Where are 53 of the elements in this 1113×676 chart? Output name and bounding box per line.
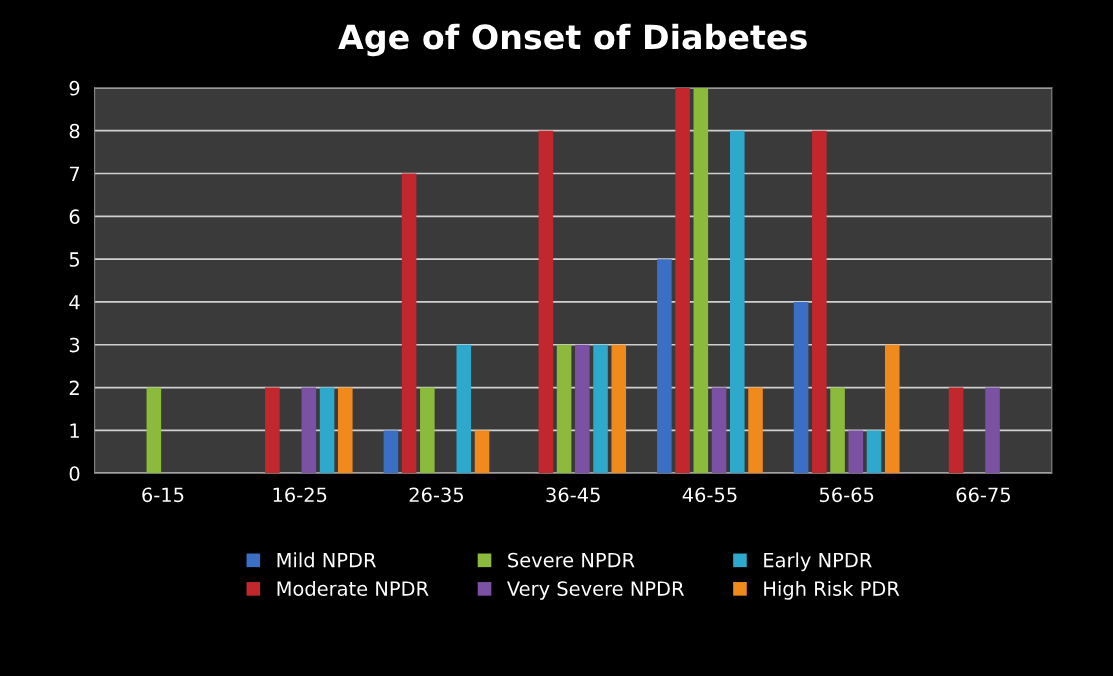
y-tick-label: 2 [69, 380, 79, 395]
bar [575, 344, 590, 474]
bar [848, 430, 864, 474]
bar [556, 344, 572, 474]
y-tick-label: 5 [69, 252, 80, 267]
bar [401, 173, 417, 474]
bar [538, 130, 554, 474]
x-tick-label: 36-45 [546, 487, 600, 503]
bar [729, 130, 745, 474]
bar [830, 387, 845, 474]
bar [474, 430, 490, 474]
legend-label: High Risk PDR [764, 580, 900, 600]
bar [383, 430, 399, 474]
bar [812, 130, 827, 474]
legend-label: Mild NPDR [277, 552, 376, 568]
bar [301, 387, 317, 474]
bar [593, 344, 608, 474]
bar [884, 344, 900, 474]
bar [675, 87, 690, 474]
x-tick-label: 6-15 [142, 487, 184, 503]
bar [611, 344, 627, 474]
bar [456, 344, 472, 474]
legend-label: Early NPDR [764, 552, 872, 572]
y-tick-label: 0 [69, 466, 80, 481]
bar [793, 301, 809, 474]
bar [265, 387, 280, 474]
chart-title: Age of Onset of Diabetes [338, 23, 807, 57]
y-tick-label: 7 [69, 166, 80, 181]
bar [657, 259, 672, 474]
bar [146, 387, 162, 474]
legend-label: Very Severe NPDR [507, 581, 684, 600]
bar [985, 387, 1000, 474]
x-tick-label: 16-25 [273, 487, 327, 503]
bar [319, 387, 335, 474]
bar [693, 87, 709, 474]
x-tick-label: 66-75 [956, 487, 1010, 503]
bar [338, 387, 353, 474]
legend-label: Severe NPDR [508, 552, 635, 568]
bar [711, 387, 727, 474]
y-tick-label: 6 [69, 209, 80, 224]
x-tick-label: 56-65 [819, 487, 874, 503]
x-tick-label: 46-55 [682, 487, 737, 503]
y-tick-label: 3 [69, 337, 80, 353]
y-tick-label: 8 [69, 123, 80, 139]
y-tick-label: 9 [69, 80, 80, 96]
bar [420, 387, 435, 474]
bar [748, 387, 763, 474]
bar [948, 387, 964, 474]
y-tick-label: 1 [70, 423, 79, 438]
x-tick-label: 26-35 [409, 487, 464, 503]
legend-label: Moderate NPDR [277, 580, 429, 596]
y-tick-label: 4 [69, 295, 80, 310]
bar [866, 430, 882, 474]
